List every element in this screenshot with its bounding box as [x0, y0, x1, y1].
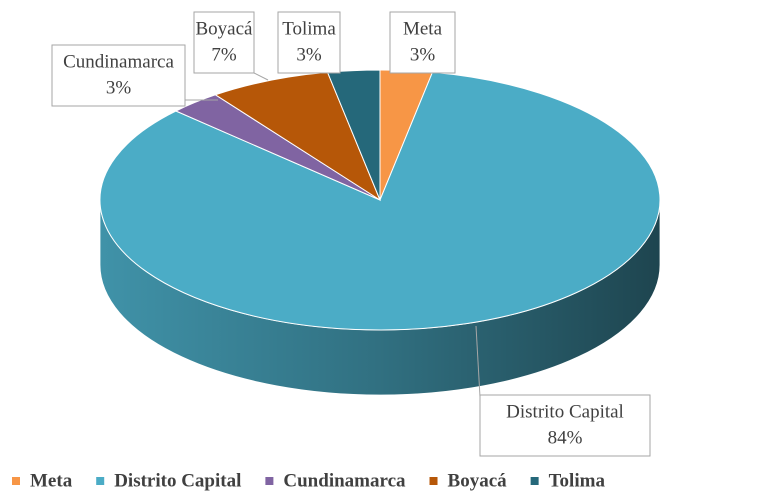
label-name: Meta [403, 18, 443, 39]
label-name: Tolima [282, 18, 336, 39]
legend-swatch [12, 477, 20, 485]
legend-swatch [96, 477, 105, 485]
label: Tolima [282, 18, 336, 39]
label: Boyacá [196, 18, 254, 39]
label-name: Distrito Capital [506, 401, 624, 422]
legend-swatch [530, 477, 539, 485]
leader-line [475, 325, 481, 398]
label-box [51, 44, 186, 107]
label-box [479, 394, 651, 457]
legend: Meta Distrito Capital Cundinamarca Boyacá To… [12, 470, 605, 491]
pie [99, 69, 661, 396]
label: Distrito Capital [506, 401, 624, 422]
slice [99, 71, 661, 331]
label-value: 3% [296, 44, 322, 65]
label: Meta [403, 18, 443, 39]
leader-line [253, 72, 269, 81]
label-name: Boyacá [196, 18, 254, 39]
label-value: 3% [106, 77, 132, 98]
label-name: Cundinamarca [63, 51, 174, 72]
legend-swatch [429, 477, 438, 485]
label-value: 7% [211, 44, 237, 65]
legend-label: Boyacá [448, 470, 508, 491]
data-labels: Meta 3% Distrito Capital 84% Cundinamarca 3% B… [51, 11, 651, 457]
label-value: 3% [410, 44, 436, 65]
label-value: 84% [548, 427, 583, 448]
legend-label: Distrito Capital [114, 470, 241, 491]
legend-label: Meta [30, 470, 73, 491]
label-box [277, 11, 341, 74]
label-box [389, 11, 456, 74]
legend-label: Cundinamarca [283, 470, 406, 491]
legend-label: Tolima [549, 470, 606, 491]
label: Cundinamarca [63, 51, 174, 72]
label-box [193, 11, 255, 74]
legend-swatch [265, 477, 274, 485]
